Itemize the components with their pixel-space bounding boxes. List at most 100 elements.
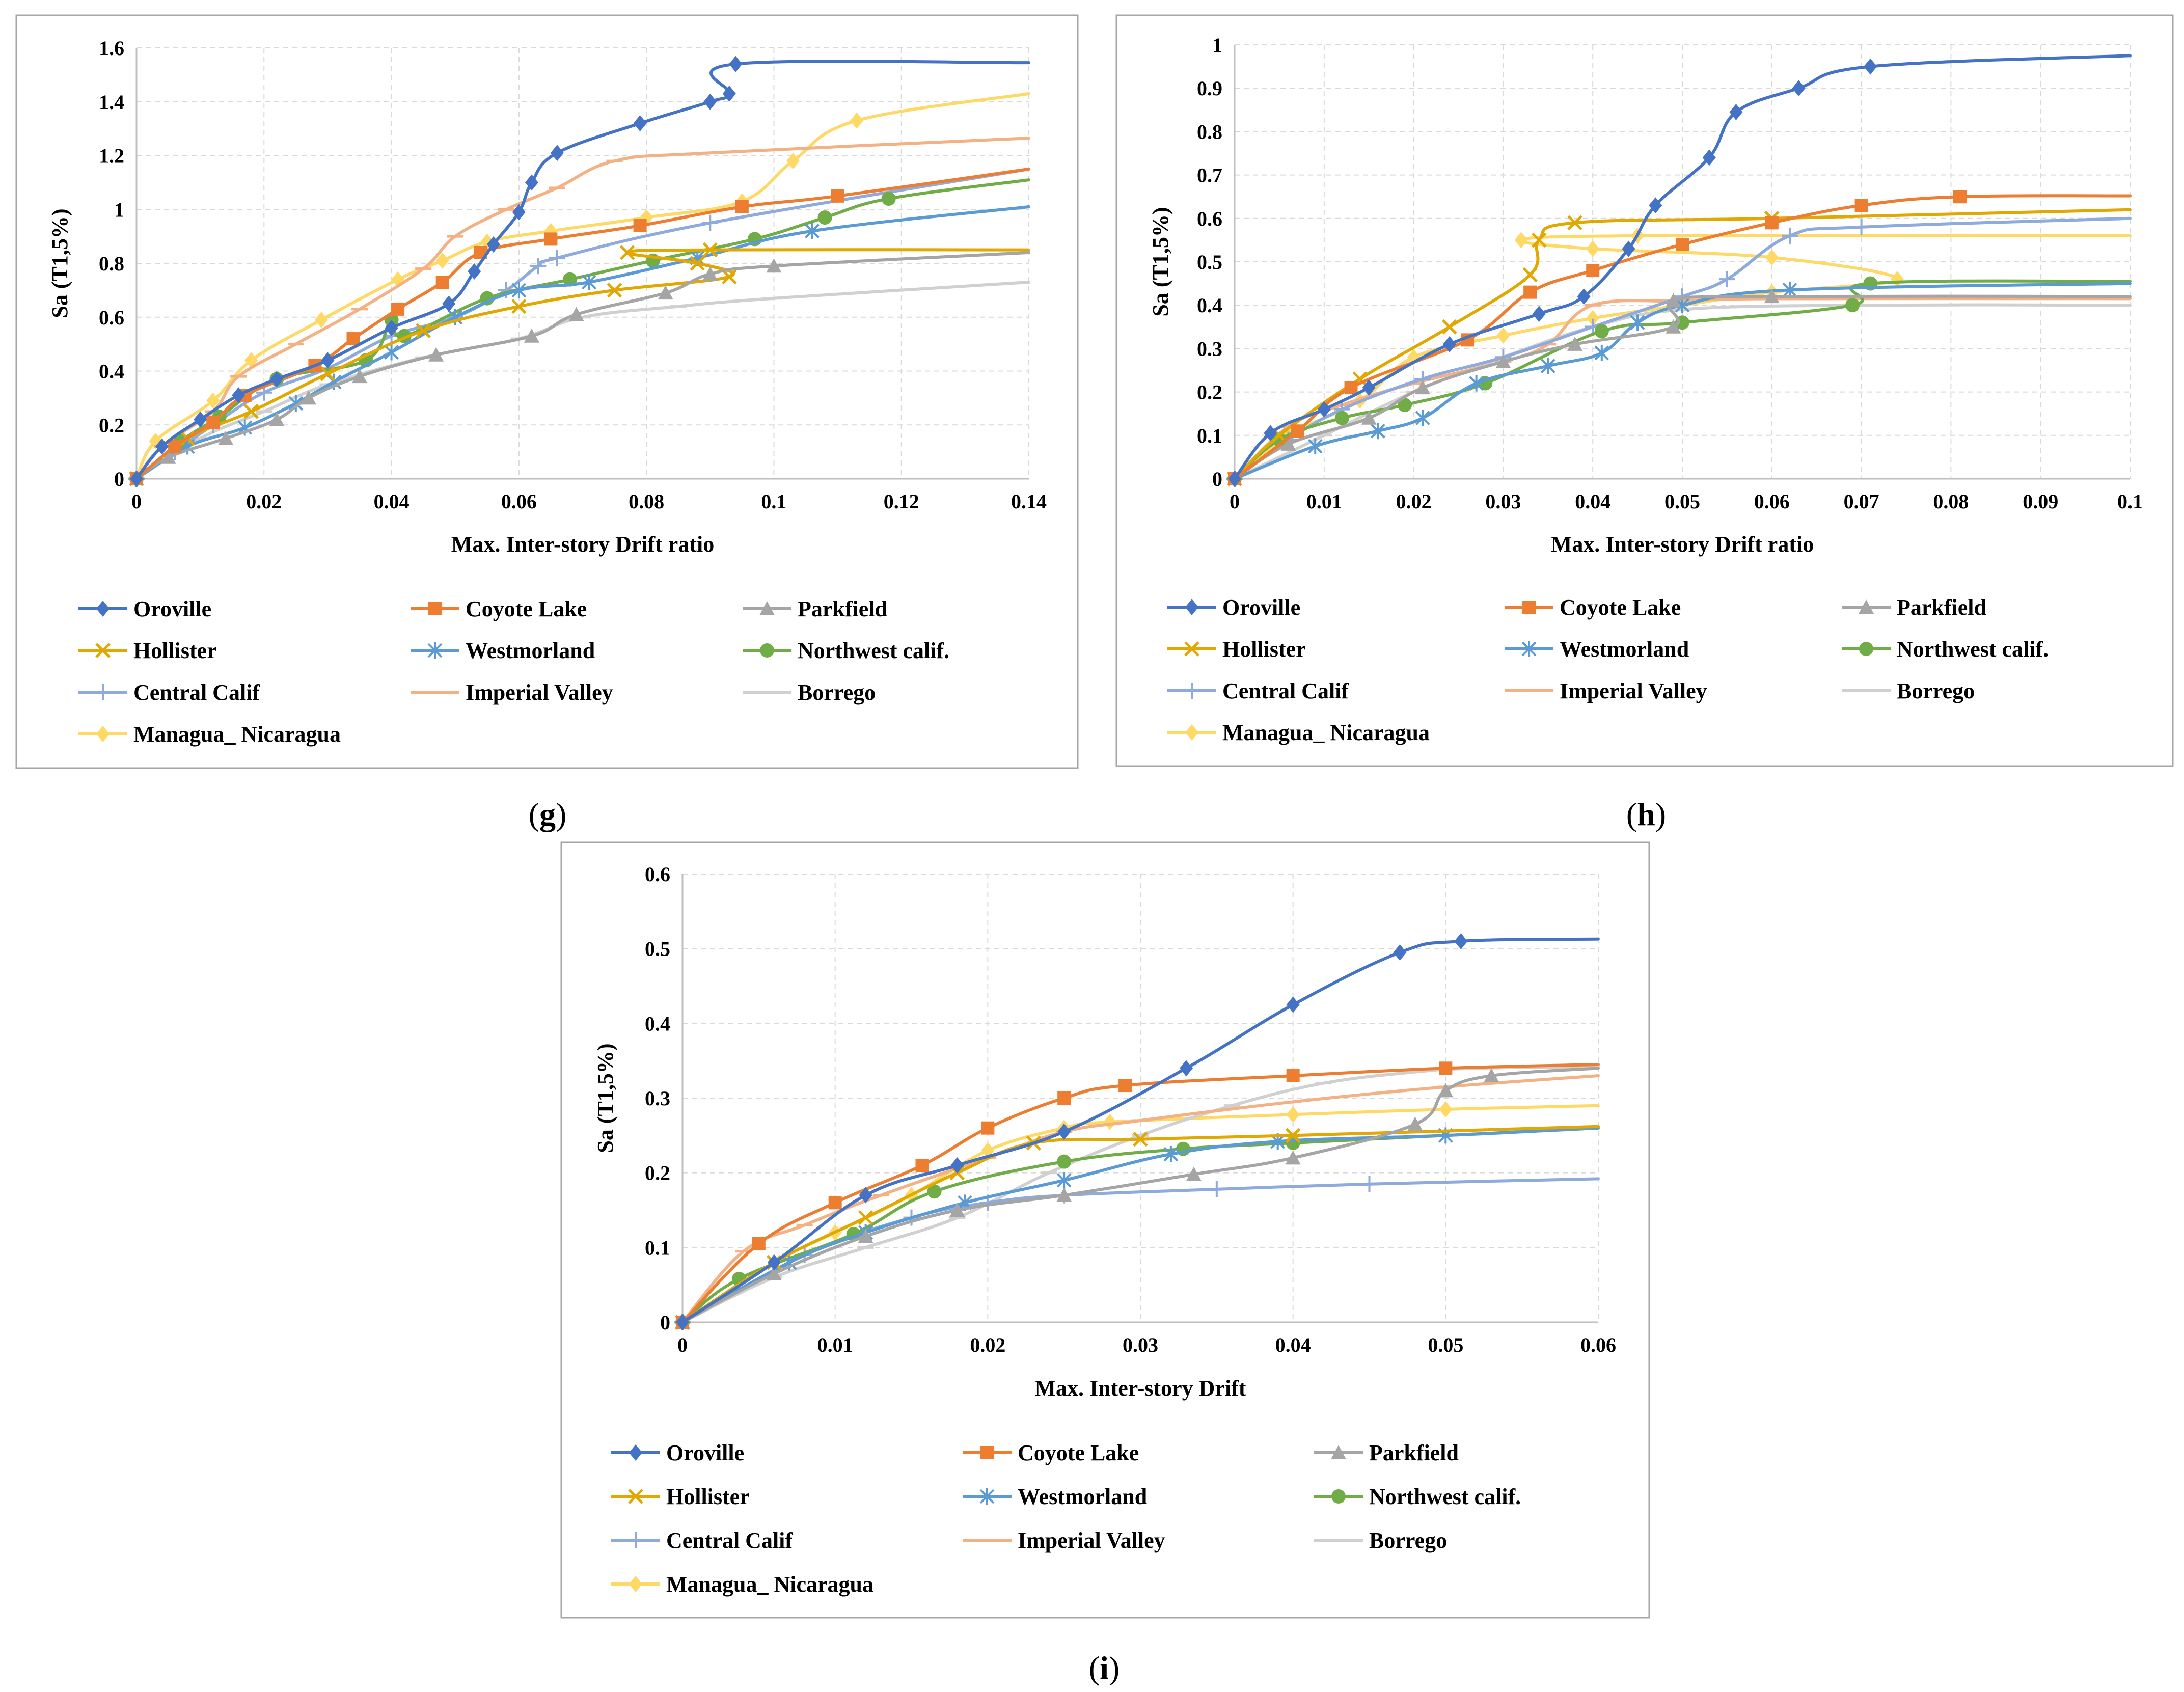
data-point: [442, 295, 456, 312]
legend-item-oroville: Oroville: [1167, 595, 1300, 620]
legend-item-hollister: Hollister: [1167, 637, 1306, 662]
data-point: [859, 1187, 872, 1204]
legend-h: Oroville Coyote Lake Parkfield Hollister Wes…: [1167, 595, 2049, 745]
data-point: [1286, 1106, 1300, 1123]
data-point: [550, 145, 564, 161]
legend-swatch-marker: [629, 1444, 642, 1461]
x-tick-label: 0.03: [1123, 1333, 1158, 1356]
legend-swatch-marker: [980, 1446, 994, 1459]
legend-swatch-marker: [1184, 683, 1200, 699]
x-tick-label: 0.01: [817, 1333, 853, 1356]
data-point: [1393, 944, 1407, 961]
data-point: [1622, 240, 1635, 257]
chart-h: 0 0.01 0.02 0.03 0.04 0.05 0.06 0.07 0.08 0.09 0.1…: [1148, 34, 2143, 745]
x-tick-label: 0.01: [1306, 490, 1342, 513]
data-point: [1792, 80, 1806, 97]
data-point: [218, 430, 234, 445]
data-point: [1854, 199, 1868, 212]
legend-item-imperial-valley: Imperial Valley: [411, 680, 613, 705]
data-point: [722, 85, 736, 102]
legend-swatch-marker: [979, 1488, 995, 1505]
legend-item-coyote-lake: Coyote Lake: [1505, 595, 1681, 620]
x-tick-label: 0.05: [1664, 490, 1700, 513]
series-line-westmorland: [681, 1126, 1600, 1324]
data-point: [767, 1254, 781, 1271]
data-point: [511, 298, 527, 314]
x-tick-label: 0.04: [1575, 490, 1610, 513]
y-tick-label: 0.4: [99, 360, 124, 383]
x-tick-label: 0.06: [501, 490, 537, 513]
panel-label-h: (h): [1626, 796, 1666, 832]
data-point: [544, 232, 558, 246]
data-point: [1469, 375, 1484, 392]
x-tick-label: 0.02: [970, 1333, 1005, 1356]
legend-label: Hollister: [1222, 637, 1306, 662]
legend-item-northwest-calif: Northwest calif.: [743, 638, 949, 663]
legend-label: Imperial Valley: [1018, 1528, 1165, 1553]
y-tick-label: 0.2: [1197, 381, 1222, 404]
data-point: [1532, 306, 1546, 322]
data-point: [416, 323, 431, 338]
x-tick-label: 0.05: [1428, 1333, 1463, 1356]
data-point: [1186, 1166, 1202, 1181]
data-point: [858, 1229, 873, 1243]
legend-swatch-marker: [96, 601, 110, 617]
data-point: [1133, 1131, 1148, 1147]
legend-item-borrego: Borrego: [1314, 1528, 1447, 1553]
data-point: [1291, 424, 1304, 438]
data-point: [1056, 1187, 1072, 1202]
legend-label: Oroville: [666, 1440, 744, 1465]
data-point: [321, 352, 335, 369]
legend-label: Coyote Lake: [466, 596, 587, 621]
series-line-northwest-calif: [681, 1126, 1600, 1324]
data-point: [486, 236, 500, 253]
data-point: [1334, 411, 1349, 425]
data-point: [1163, 1146, 1179, 1162]
legend-label: Northwest calif.: [1897, 637, 2049, 662]
data-point: [1415, 410, 1430, 426]
data-point: [1307, 438, 1323, 455]
legend-swatch-marker: [629, 1576, 642, 1592]
series-oroville: [676, 933, 1600, 1330]
data-point: [1439, 1101, 1453, 1117]
data-point: [301, 390, 316, 405]
series-line-oroville: [681, 937, 1600, 1324]
legend-label: Managua_ Nicaragua: [133, 722, 341, 747]
legend-swatch-marker: [95, 684, 111, 700]
y-tick-label: 0.7: [1197, 164, 1222, 187]
data-point: [1676, 237, 1689, 251]
data-point: [1344, 381, 1358, 395]
data-point: [314, 312, 328, 329]
y-tick-label: 1.2: [99, 145, 124, 168]
data-point: [1853, 219, 1870, 235]
data-point: [243, 404, 259, 419]
data-point: [391, 302, 405, 316]
data-point: [232, 387, 245, 404]
legend-label: Hollister: [666, 1484, 750, 1509]
data-point: [1765, 216, 1779, 230]
legend-label: Central Calif: [666, 1528, 793, 1553]
data-point: [384, 344, 399, 361]
data-point: [1228, 471, 1241, 487]
data-point: [1764, 289, 1780, 304]
legend-label: Parkfield: [1897, 595, 1986, 620]
data-point: [1577, 288, 1591, 305]
chart-frame-g: [15, 14, 1079, 769]
data-point: [525, 174, 538, 191]
x-tick-label: 0.02: [1396, 490, 1432, 513]
legend-item-central-calif: Central Calif: [611, 1528, 793, 1553]
y-axis-title: Sa (T1,5%): [47, 208, 72, 318]
legend-swatch-marker: [1331, 1489, 1346, 1504]
data-point: [1057, 1154, 1072, 1169]
data-point: [607, 283, 622, 298]
data-point: [1415, 380, 1431, 395]
legend-label: Northwest calif.: [1369, 1484, 1521, 1509]
legend-swatch-marker: [96, 726, 110, 742]
data-point: [511, 282, 527, 298]
series-imperial-valley: [128, 137, 1030, 480]
data-point: [702, 242, 718, 258]
data-point: [1781, 227, 1798, 244]
legend-label: Oroville: [133, 596, 211, 621]
data-point: [766, 258, 782, 273]
